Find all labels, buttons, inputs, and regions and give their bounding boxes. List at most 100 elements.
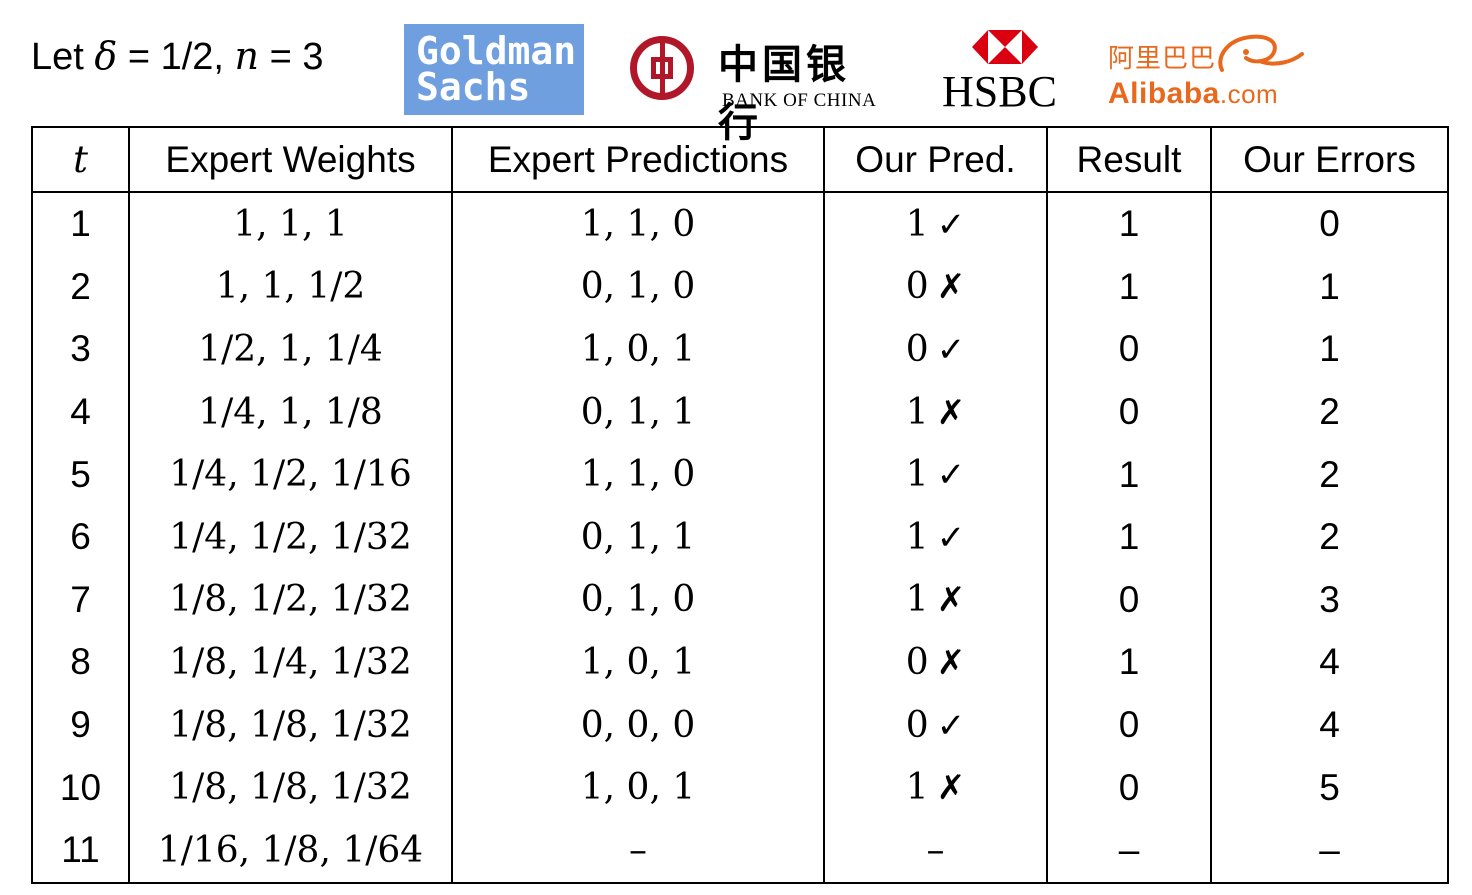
table-row: 1 1, 1, 1 1, 1, 0 1 ✓ 1 0	[31, 192, 1449, 256]
cell-predictions: 0, 1, 0	[451, 568, 825, 632]
cross-icon: ✗	[936, 642, 966, 683]
alibaba-logo: 阿里巴巴 Alibaba.com	[1108, 30, 1308, 110]
cell-errors: 2	[1210, 505, 1449, 569]
cell-errors: 1	[1210, 318, 1449, 381]
cell-t: 7	[31, 568, 130, 632]
cell-predictions: 0, 1, 1	[451, 505, 825, 569]
goldman-sachs-logo: Goldman Sachs	[404, 24, 584, 115]
caption: Let δ = 1/2, n = 3	[31, 34, 323, 79]
cell-weights: 1/2, 1, 1/4	[128, 318, 453, 381]
cell-result: 1	[1046, 443, 1212, 506]
cell-our-pred: 0 ✓	[823, 693, 1048, 757]
cross-icon: ✗	[936, 392, 966, 433]
cell-result: –	[1046, 818, 1212, 883]
cell-weights: 1, 1, 1/2	[128, 255, 453, 319]
our-pred-value: 0	[905, 328, 929, 370]
cross-icon: ✗	[936, 580, 966, 621]
cell-result: 0	[1046, 380, 1212, 444]
cell-t: 10	[31, 756, 130, 819]
cell-t: 8	[31, 631, 130, 694]
alibaba-com: .com	[1219, 79, 1279, 109]
header-expert-predictions: Expert Predictions	[451, 127, 825, 193]
cell-weights: 1/8, 1/2, 1/32	[128, 568, 453, 632]
table-row: 5 1/4, 1/2, 1/16 1, 1, 0 1 ✓ 1 2	[31, 443, 1449, 506]
header-our-errors: Our Errors	[1210, 127, 1449, 193]
table-row: 6 1/4, 1/2, 1/32 0, 1, 1 1 ✓ 1 2	[31, 505, 1449, 569]
our-pred-value: 0	[905, 641, 929, 683]
check-icon: ✓	[936, 705, 966, 746]
cell-predictions: 1, 1, 0	[451, 443, 825, 506]
cell-errors: 5	[1210, 756, 1449, 819]
header-our-pred: Our Pred.	[823, 127, 1048, 193]
hsbc-logo: HSBC	[942, 30, 1067, 114]
cell-t: 2	[31, 255, 130, 319]
check-icon: ✓	[936, 204, 966, 245]
cell-result: 1	[1046, 255, 1212, 319]
alibaba-cn-name: 阿里巴巴	[1108, 43, 1217, 73]
our-pred-value: 1	[905, 203, 929, 245]
alibaba-en-name: Alibaba.com	[1108, 77, 1278, 111]
cell-our-pred: 1 ✗	[823, 568, 1048, 632]
delta-symbol: δ	[94, 34, 118, 78]
cell-t: 5	[31, 443, 130, 506]
cell-predictions: 1, 1, 0	[451, 192, 825, 256]
cell-our-pred: 0 ✗	[823, 631, 1048, 694]
check-icon: ✓	[936, 517, 966, 558]
cell-result: 1	[1046, 192, 1212, 256]
our-pred-value: 1	[905, 516, 929, 558]
goldman-line: Goldman	[416, 29, 577, 73]
cell-our-pred: 1 ✓	[823, 505, 1048, 569]
table-row: 3 1/2, 1, 1/4 1, 0, 1 0 ✓ 0 1	[31, 318, 1449, 381]
header-result: Result	[1046, 127, 1212, 193]
cell-predictions: 1, 0, 1	[451, 756, 825, 819]
delta-equation: = 1/2,	[117, 36, 235, 78]
cell-predictions: 1, 0, 1	[451, 318, 825, 381]
cell-weights: 1/8, 1/4, 1/32	[128, 631, 453, 694]
cell-errors: 3	[1210, 568, 1449, 632]
header-row: t Expert Weights Expert Predictions Our …	[31, 127, 1449, 193]
cell-predictions: 0, 1, 0	[451, 255, 825, 319]
cell-predictions: 0, 1, 1	[451, 380, 825, 444]
cell-weights: 1/8, 1/8, 1/32	[128, 756, 453, 819]
our-pred-value: 1	[905, 579, 929, 621]
check-icon: ✓	[936, 455, 966, 496]
cell-result: 0	[1046, 693, 1212, 757]
cell-errors: 2	[1210, 443, 1449, 506]
cell-weights: 1/4, 1, 1/8	[128, 380, 453, 444]
cell-errors: 4	[1210, 631, 1449, 694]
cell-our-pred: 0 ✓	[823, 318, 1048, 381]
cell-our-pred: 1 ✗	[823, 380, 1048, 444]
caption-prefix: Let	[31, 36, 95, 78]
table-row: 11 1/16, 1/8, 1/64– – – –	[31, 818, 1449, 883]
cell-result: 1	[1046, 505, 1212, 569]
cell-result: 0	[1046, 318, 1212, 381]
cell-result: 0	[1046, 568, 1212, 632]
our-pred-value: 1	[905, 767, 929, 809]
cell-t: 1	[31, 192, 130, 256]
table-row: 9 1/8, 1/8, 1/32 0, 0, 0 0 ✓ 0 4	[31, 693, 1449, 757]
cell-predictions: 1, 0, 1	[451, 631, 825, 694]
cell-our-pred: 1 ✓	[823, 443, 1048, 506]
cell-predictions: 0, 0, 0	[451, 693, 825, 757]
hsbc-hexagon-icon	[972, 30, 1038, 64]
alibaba-swoosh-icon	[1218, 34, 1304, 72]
cell-t: 4	[31, 380, 130, 444]
table-row: 4 1/4, 1, 1/8 0, 1, 1 1 ✗ 0 2	[31, 380, 1449, 444]
cell-t: 6	[31, 505, 130, 569]
cell-t: 9	[31, 693, 130, 757]
sachs-line: Sachs	[416, 65, 531, 109]
table-row: 2 1, 1, 1/2 0, 1, 0 0 ✗ 1 1	[31, 255, 1449, 319]
cell-result: 0	[1046, 756, 1212, 819]
cell-errors: 2	[1210, 380, 1449, 444]
cross-icon: ✗	[936, 768, 966, 809]
our-pred-value: –	[926, 829, 945, 871]
our-pred-value: 1	[905, 391, 929, 433]
alibaba-word: Alibaba	[1108, 77, 1220, 110]
cell-errors: 4	[1210, 693, 1449, 757]
cell-predictions: –	[451, 818, 825, 883]
cell-our-pred: 0 ✗	[823, 255, 1048, 319]
cell-our-pred: –	[823, 818, 1048, 883]
our-pred-value: 0	[905, 266, 929, 308]
bank-of-china-cn-name: 中国银行	[718, 41, 850, 146]
cell-errors: –	[1210, 818, 1449, 883]
